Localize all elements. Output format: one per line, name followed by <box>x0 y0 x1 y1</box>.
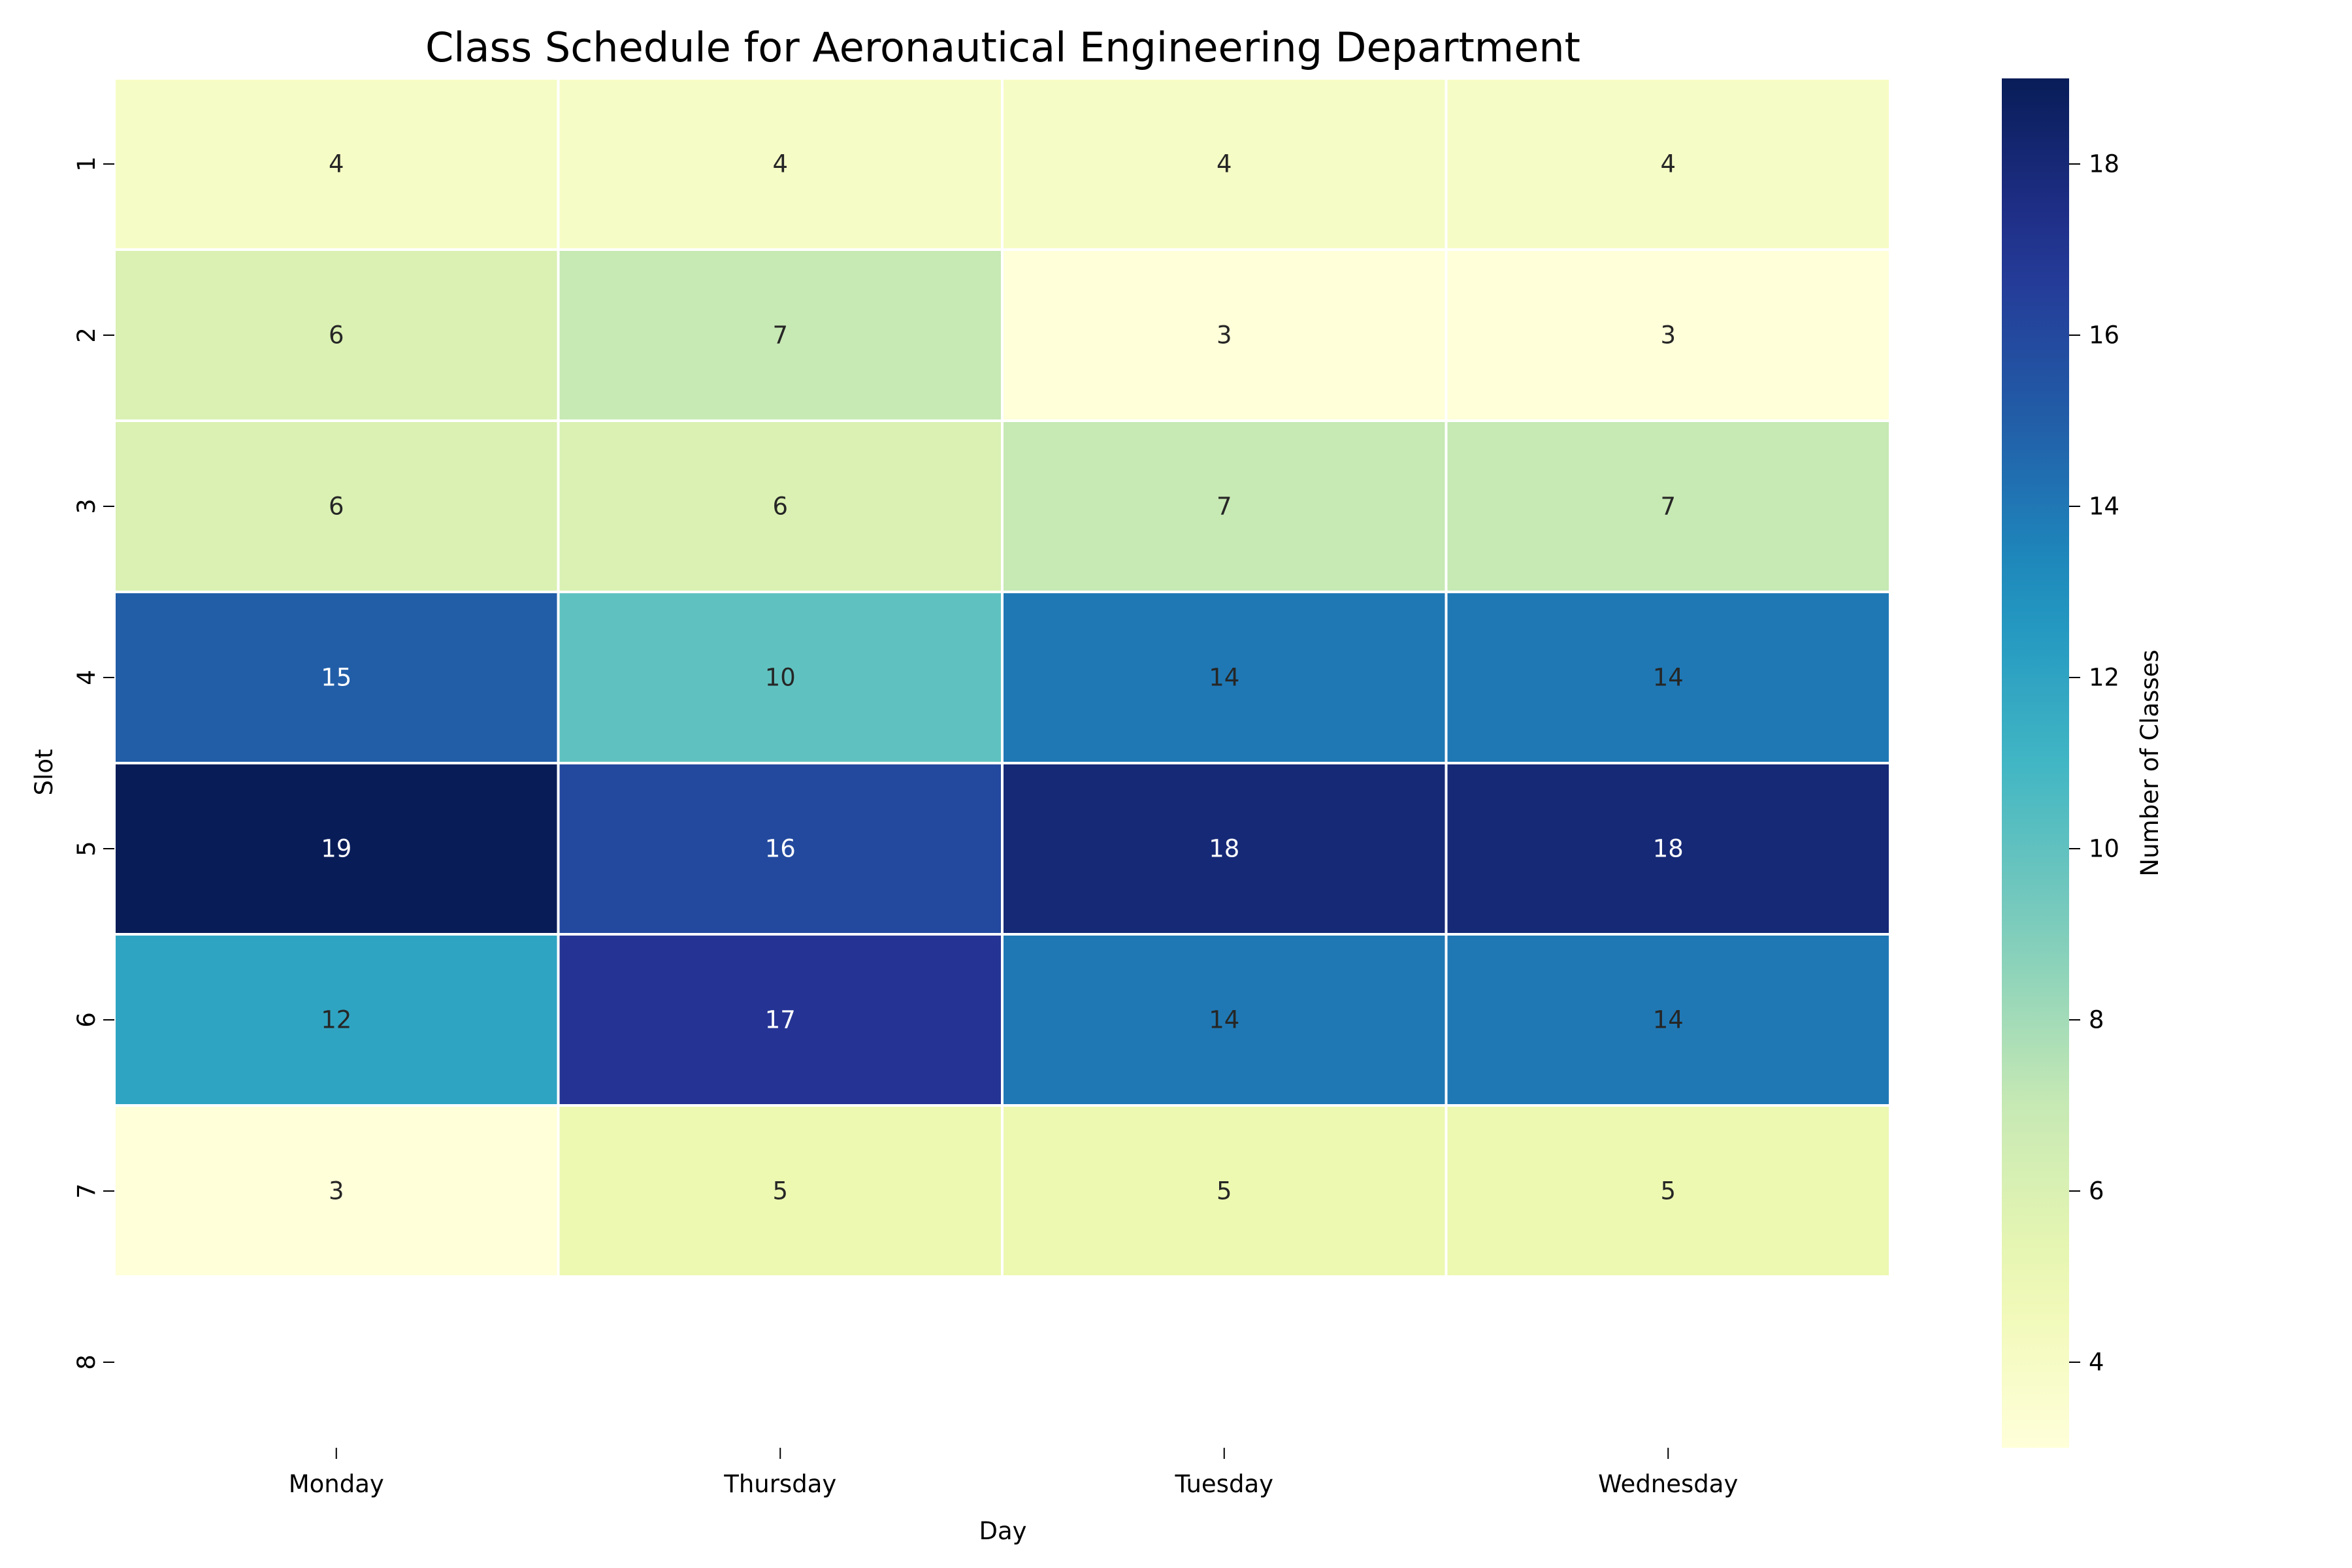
cell-value-label: 17 <box>765 1006 796 1034</box>
heatmap-cell <box>557 933 1004 1107</box>
y-tick-label: 2 <box>73 327 101 343</box>
cell-value-label: 6 <box>329 321 344 350</box>
cell-value-label: 18 <box>1209 835 1239 863</box>
cell-value-label: 4 <box>1660 150 1676 178</box>
cell-value-label: 18 <box>1653 835 1684 863</box>
cell-value-label: 3 <box>329 1177 344 1205</box>
x-tick-label: Tuesday <box>1174 1470 1273 1498</box>
heatmap-cell <box>1445 1104 1891 1278</box>
heatmap-cell <box>1445 248 1891 422</box>
colorbar-tick-label: 4 <box>2089 1348 2104 1377</box>
colorbar <box>2002 78 2069 1448</box>
heatmap-cell <box>557 762 1004 936</box>
heatmap-cell <box>1001 762 1448 936</box>
y-tick-label: 4 <box>73 670 101 685</box>
cell-value-label: 4 <box>329 150 344 178</box>
heatmap-cell <box>1001 933 1448 1107</box>
heatmap-cell <box>1445 77 1891 251</box>
cell-value-label: 3 <box>1660 321 1676 350</box>
y-tick-label: 5 <box>73 841 101 857</box>
cell-value-label: 16 <box>765 835 796 863</box>
heatmap-cell <box>113 762 560 936</box>
heatmap-cell <box>1001 77 1448 251</box>
heatmap-cell <box>113 1104 560 1278</box>
cell-value-label: 5 <box>772 1177 788 1205</box>
heatmap-cell <box>557 77 1004 251</box>
colorbar-tick-label: 6 <box>2089 1177 2104 1205</box>
colorbar-ticks: 4 6 8 10 12 14 16 18 <box>2069 150 2119 1377</box>
y-tick-label: 1 <box>73 156 101 172</box>
cell-value-label: 7 <box>1217 493 1232 521</box>
cell-value-label: 3 <box>1217 321 1232 350</box>
colorbar-tick-label: 8 <box>2089 1006 2104 1034</box>
x-axis-ticks: Monday Thursday Tuesday Wednesday <box>289 1448 1738 1498</box>
cell-value-label: 6 <box>772 493 788 521</box>
heatmap-cell <box>113 248 560 422</box>
heatmap-cell <box>113 933 560 1107</box>
heatmap-cell <box>557 248 1004 422</box>
heatmap-cell <box>1445 762 1891 936</box>
colorbar-label: Number of Classes <box>2136 649 2164 876</box>
heatmap-cell <box>1445 933 1891 1107</box>
cell-value-label: 5 <box>1217 1177 1232 1205</box>
x-tick-label: Wednesday <box>1598 1470 1738 1498</box>
cell-value-label: 14 <box>1209 1006 1239 1034</box>
y-tick-label: 7 <box>73 1183 101 1199</box>
cell-value-label: 19 <box>321 835 351 863</box>
heatmap-cell <box>557 591 1004 764</box>
y-axis-ticks: 1 2 3 4 5 6 7 8 <box>73 156 114 1370</box>
y-tick-label: 6 <box>73 1012 101 1028</box>
y-axis-label: Slot <box>30 749 58 796</box>
cell-value-label: 7 <box>1660 493 1676 521</box>
cell-value-label: 10 <box>765 664 796 692</box>
colorbar-tick-label: 18 <box>2089 150 2119 178</box>
chart-title: Class Schedule for Aeronautical Engineer… <box>425 24 1580 71</box>
cell-value-label: 5 <box>1660 1177 1676 1205</box>
colorbar-tick-label: 14 <box>2089 493 2119 521</box>
cell-value-label: 12 <box>321 1006 351 1034</box>
x-tick-label: Monday <box>289 1470 384 1498</box>
x-tick-label: Thursday <box>723 1470 836 1498</box>
cell-value-label: 14 <box>1653 664 1684 692</box>
cell-value-label: 15 <box>321 664 351 692</box>
heatmap-cell <box>1001 1104 1448 1278</box>
x-axis-label: Day <box>979 1517 1026 1545</box>
colorbar-tick-label: 12 <box>2089 664 2119 692</box>
cell-value-label: 6 <box>329 493 344 521</box>
heatmap-cell <box>1001 591 1448 764</box>
cell-value-label: 7 <box>772 321 788 350</box>
cell-value-label: 4 <box>1217 150 1232 178</box>
heatmap-cell <box>1445 419 1891 593</box>
heatmap-cell <box>113 591 560 764</box>
cell-value-label: 14 <box>1653 1006 1684 1034</box>
heatmap-cell <box>113 77 560 251</box>
heatmap-cells: 4 4 4 4 6 7 3 3 6 6 7 7 15 10 14 14 19 16 18 18 12 17 14 14 3 5 5 5 <box>113 77 1891 1278</box>
heatmap-cell <box>557 419 1004 593</box>
cell-value-label: 4 <box>772 150 788 178</box>
colorbar-tick-label: 10 <box>2089 835 2119 863</box>
y-tick-label: 8 <box>73 1354 101 1370</box>
y-tick-label: 3 <box>73 498 101 514</box>
heatmap-cell <box>1445 591 1891 764</box>
cell-value-label: 14 <box>1209 664 1239 692</box>
colorbar-tick-label: 16 <box>2089 321 2119 350</box>
